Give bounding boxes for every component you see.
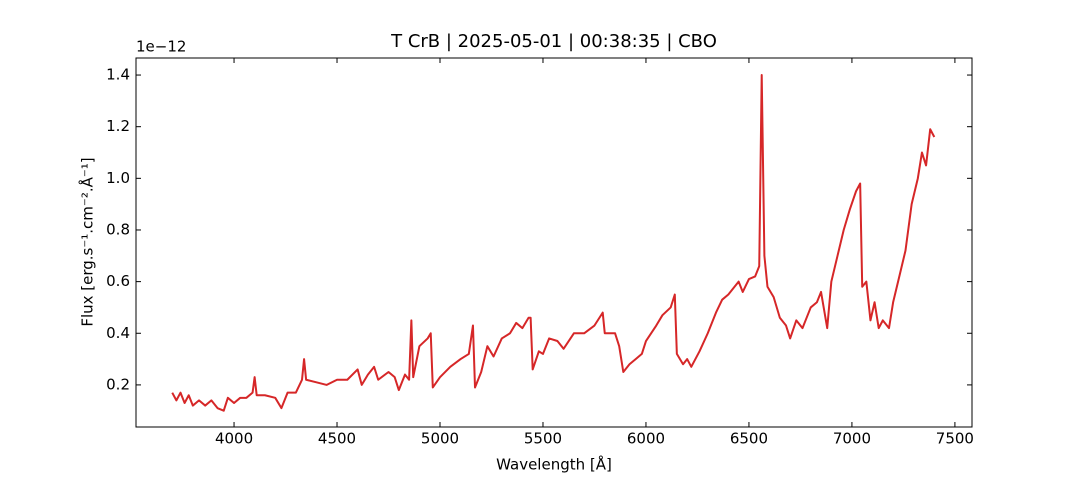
spectrum-line (171, 74, 936, 412)
x-tick-label: 4500 (318, 430, 356, 448)
x-tick-label: 7500 (936, 430, 974, 448)
x-tick-label: 7000 (833, 430, 871, 448)
y-tick-label: 0.8 (106, 220, 130, 238)
plot-frame (135, 57, 973, 428)
y-offset-label: 1e−12 (136, 38, 186, 56)
x-tick-label: 6500 (730, 430, 768, 448)
x-tick-label: 5000 (421, 430, 459, 448)
y-tick-label: 0.2 (106, 375, 130, 393)
y-axis-label: Flux [erg.s⁻¹.cm⁻².Å⁻¹] (78, 157, 97, 326)
chart-title: T CrB | 2025-05-01 | 00:38:35 | CBO (390, 31, 717, 52)
y-tick-label: 1.4 (106, 66, 130, 84)
y-tick-label: 0.6 (106, 272, 130, 290)
x-tick-label: 6000 (627, 430, 665, 448)
y-tick-label: 1.2 (106, 117, 130, 135)
x-tick-label: 5500 (524, 430, 562, 448)
y-tick-label: 0.4 (106, 324, 130, 342)
y-tick-label: 1.0 (106, 169, 130, 187)
x-axis-label: Wavelength [Å] (496, 455, 612, 474)
x-tick-label: 4000 (215, 430, 253, 448)
